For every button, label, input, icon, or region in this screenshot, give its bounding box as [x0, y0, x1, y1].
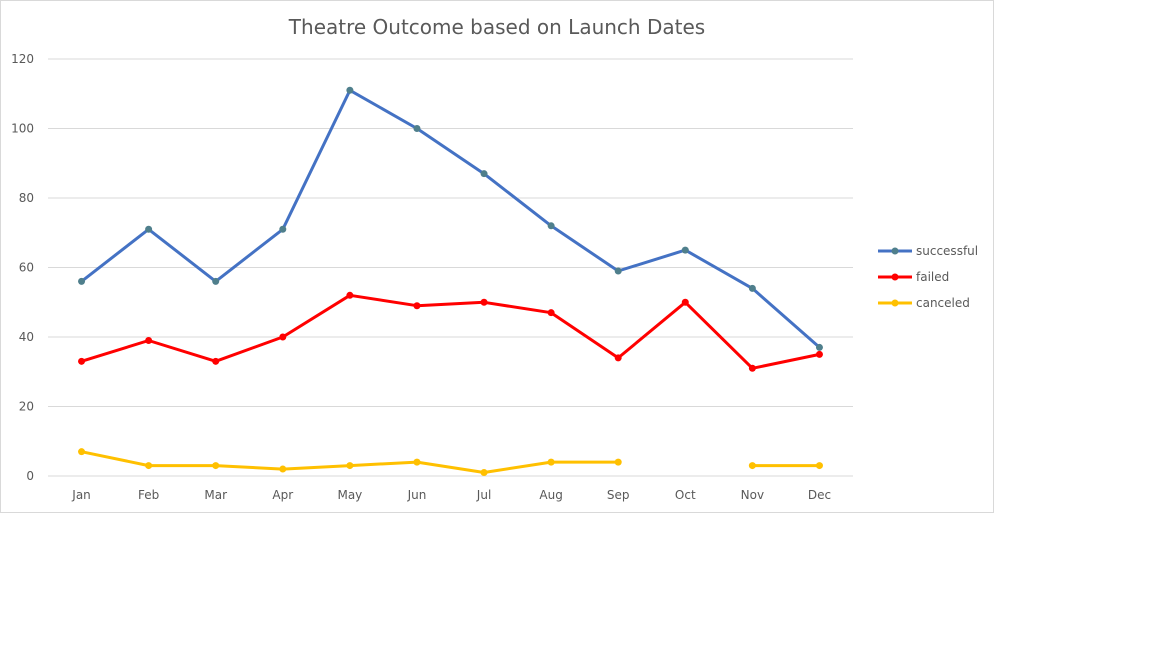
data-point [547, 458, 555, 466]
data-point [346, 462, 354, 470]
legend-swatch-marker [891, 273, 899, 281]
x-tick-label: Mar [204, 488, 227, 502]
data-point [681, 298, 689, 306]
data-point [212, 277, 220, 285]
line-chart: Theatre Outcome based on Launch Dates 0 2… [11, 15, 978, 502]
data-point [346, 291, 354, 299]
x-tick-label: Sep [607, 488, 630, 502]
legend-item: successful [878, 244, 978, 258]
legend-swatch-marker [891, 299, 899, 307]
data-point [78, 448, 86, 456]
series-line [80, 88, 821, 349]
x-tick-label: Jul [476, 488, 491, 502]
data-point [614, 458, 622, 466]
x-tick-label: Jan [71, 488, 91, 502]
y-tick-label: 40 [19, 330, 34, 344]
series-failed [78, 291, 823, 372]
series-canceled [78, 448, 823, 477]
x-tick-label: Apr [272, 488, 293, 502]
x-tick-label: May [337, 488, 362, 502]
data-point [547, 309, 555, 317]
series-line [80, 293, 821, 370]
legend-swatch-marker [891, 247, 899, 255]
x-tick-label: Feb [138, 488, 159, 502]
data-point [480, 170, 488, 178]
data-point [748, 462, 756, 470]
x-tick-label: Jun [407, 488, 427, 502]
y-tick-label: 20 [19, 400, 34, 414]
y-tick-label: 120 [11, 52, 34, 66]
data-point [279, 333, 287, 341]
data-point [413, 125, 421, 132]
data-point [145, 336, 153, 344]
legend-label: canceled [916, 296, 970, 310]
gridlines [48, 58, 853, 477]
data-point [413, 302, 421, 310]
data-point [480, 298, 488, 306]
legend-label: successful [916, 244, 978, 258]
data-point [547, 222, 555, 230]
legend-item: failed [878, 270, 949, 284]
data-point [748, 364, 756, 372]
data-point [815, 343, 823, 351]
chart-title: Theatre Outcome based on Launch Dates [288, 15, 705, 39]
data-point [614, 354, 622, 362]
series-successful [78, 86, 823, 351]
data-point [145, 225, 153, 233]
data-point [279, 225, 287, 233]
legend-item: canceled [878, 296, 970, 310]
data-point [614, 267, 622, 275]
chart-area [0, 0, 994, 513]
x-tick-label: Aug [539, 488, 562, 502]
x-tick-label: Oct [675, 488, 696, 502]
data-point [78, 357, 86, 365]
data-point [480, 469, 488, 477]
data-point [413, 458, 421, 466]
data-point [346, 86, 354, 94]
x-tick-label: Nov [741, 488, 764, 502]
data-point [748, 284, 756, 292]
y-tick-label: 100 [11, 122, 34, 136]
x-axis-ticks: Jan Feb Mar Apr May Jun Jul Aug Sep Oct Nov Dec [71, 488, 831, 502]
data-point [212, 462, 220, 470]
data-point [681, 246, 689, 254]
legend-label: failed [916, 270, 949, 284]
data-point [145, 462, 153, 470]
series-group [78, 86, 823, 477]
data-point [212, 357, 220, 365]
data-point [815, 462, 823, 470]
y-tick-label: 60 [19, 261, 34, 275]
y-tick-label: 0 [26, 469, 34, 483]
legend: successful failed canceled [878, 244, 978, 310]
y-axis-ticks: 0 20 40 60 80 100 120 [11, 52, 34, 483]
data-point [78, 277, 86, 285]
x-tick-label: Dec [808, 488, 831, 502]
data-point [279, 465, 287, 473]
y-tick-label: 80 [19, 191, 34, 205]
data-point [815, 350, 823, 358]
